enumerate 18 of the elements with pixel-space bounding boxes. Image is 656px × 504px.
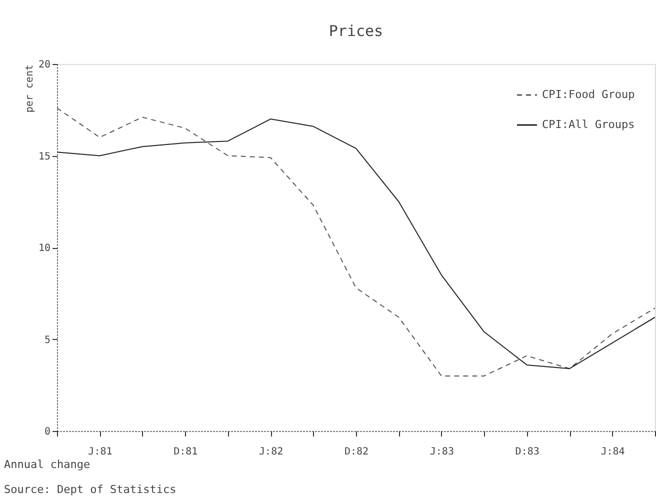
x-tick-label: D:83 (515, 446, 540, 458)
chart-title: Prices (328, 22, 384, 40)
x-tick-label: J:81 (88, 446, 112, 458)
legend-label: CPI:Food Group (542, 88, 635, 101)
x-tick-label: J:83 (430, 446, 454, 458)
x-tick-label: J:82 (259, 446, 284, 458)
source-note: Source: Dept of Statistics (4, 483, 176, 496)
x-tick-label: D:82 (344, 446, 369, 458)
text: Annual change (4, 458, 90, 471)
y-tick-label: 20 (38, 60, 50, 70)
y-tick-label: 15 (38, 151, 50, 162)
y-tick-label: 5 (44, 334, 50, 346)
y-tick-label: 10 (38, 243, 50, 254)
x-tick-label: J:84 (600, 446, 625, 458)
y-axis-title: per cent (24, 64, 36, 113)
y-tick-label: 0 (44, 426, 50, 438)
legend-label: CPI:All Groups (542, 118, 635, 131)
x-tick-label: D:81 (174, 446, 198, 458)
